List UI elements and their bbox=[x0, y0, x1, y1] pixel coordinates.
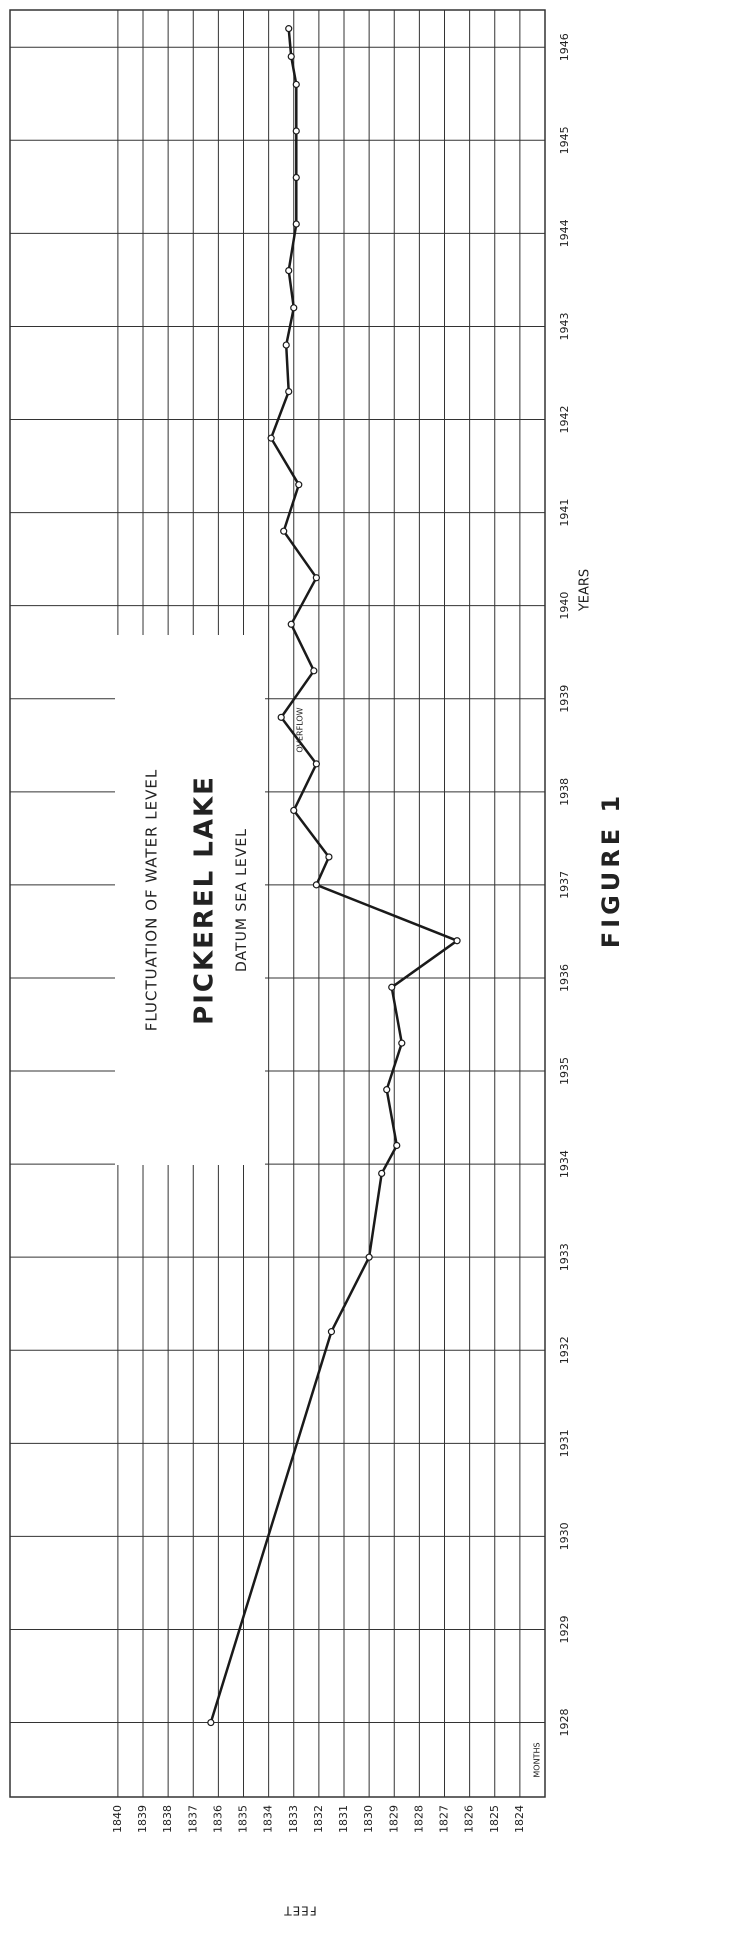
y-tick-label: 1832 bbox=[312, 1805, 325, 1833]
y-axis-label: FEET bbox=[283, 1904, 316, 1918]
data-point bbox=[312, 760, 320, 768]
data-point bbox=[327, 1328, 336, 1336]
data-point bbox=[383, 1086, 391, 1094]
data-point bbox=[325, 853, 333, 861]
data-point bbox=[290, 304, 298, 312]
data-point bbox=[312, 574, 320, 582]
x-tick-label: 1936 bbox=[558, 964, 571, 992]
data-point bbox=[277, 713, 285, 721]
data-point bbox=[282, 341, 290, 349]
data-point bbox=[292, 127, 300, 135]
x-tick-label: 1946 bbox=[558, 33, 571, 61]
caption: FIGURE 1 bbox=[597, 792, 625, 948]
data-point bbox=[290, 806, 298, 815]
x-tick-label: 1930 bbox=[558, 1522, 571, 1550]
y-tick-label: 1833 bbox=[287, 1805, 300, 1833]
x-tick-label: 1938 bbox=[558, 778, 571, 806]
x-tick-label: 1944 bbox=[558, 219, 571, 247]
x-tick-label: 1941 bbox=[558, 499, 571, 527]
y-tick-label: 1825 bbox=[488, 1805, 501, 1833]
y-tick-label: 1830 bbox=[362, 1805, 375, 1833]
y-tick-label: 1831 bbox=[337, 1805, 350, 1833]
x-tick-label: 1931 bbox=[558, 1429, 571, 1457]
data-point bbox=[287, 52, 295, 61]
data-point bbox=[312, 881, 320, 889]
plot-frame bbox=[9, 9, 546, 1798]
data-point bbox=[388, 983, 396, 991]
x-tick-label: 1932 bbox=[558, 1336, 571, 1364]
data-point bbox=[292, 173, 300, 182]
data-point bbox=[285, 25, 293, 33]
y-tick-label: 1827 bbox=[438, 1805, 451, 1833]
y-tick-label: 1826 bbox=[463, 1805, 476, 1833]
y-tick-label: 1838 bbox=[161, 1805, 174, 1833]
y-tick-label: 1837 bbox=[186, 1805, 199, 1833]
y-tick-label: 1828 bbox=[412, 1805, 425, 1833]
rotated-chart: 1824 1825 1826 1827 1828 1829 1830 1831 1832 1833… bbox=[9, 9, 625, 1918]
data-point bbox=[365, 1253, 373, 1261]
data-point bbox=[267, 434, 275, 442]
y-tick-label: 1840 bbox=[111, 1805, 124, 1833]
data-point bbox=[280, 527, 288, 535]
data-point bbox=[453, 937, 461, 945]
x-tick-label: 1934 bbox=[558, 1150, 571, 1178]
annotation: OVERFLOW bbox=[296, 707, 305, 752]
data-point bbox=[207, 1718, 215, 1727]
data-point bbox=[292, 220, 300, 228]
y-tick-label: 1824 bbox=[513, 1805, 526, 1833]
y-tick-label: 1834 bbox=[262, 1805, 275, 1833]
series-line bbox=[209, 28, 459, 1723]
y-tick-label: 1835 bbox=[237, 1805, 250, 1833]
x-tick-label: 1939 bbox=[558, 685, 571, 713]
note: DATUM SEA LEVEL bbox=[234, 828, 250, 972]
data-point bbox=[295, 481, 303, 489]
x-tick-label: 1945 bbox=[558, 126, 571, 154]
data-point bbox=[393, 1141, 401, 1150]
x-tick-label: 1943 bbox=[558, 312, 571, 340]
x-axis-label: YEARS bbox=[578, 569, 593, 612]
month-label: MONTHS bbox=[533, 1742, 542, 1777]
x-tick-label: 1937 bbox=[558, 871, 571, 899]
data-point bbox=[285, 387, 293, 396]
x-tick-label: 1935 bbox=[558, 1057, 571, 1085]
x-tick-label: 1933 bbox=[558, 1243, 571, 1271]
x-tick-label: 1929 bbox=[558, 1615, 571, 1643]
title-box bbox=[115, 635, 265, 1165]
y-tick-label: 1836 bbox=[211, 1805, 224, 1833]
data-point bbox=[310, 667, 318, 675]
data-point bbox=[398, 1039, 406, 1047]
chart-title: PICKEREL LAKE bbox=[190, 775, 220, 1025]
x-tick-label: 1940 bbox=[558, 592, 571, 620]
subtitle: FLUCTUATION OF WATER LEVEL bbox=[143, 769, 161, 1031]
data-point bbox=[285, 267, 293, 275]
x-tick-label: 1928 bbox=[558, 1709, 571, 1737]
data-point bbox=[378, 1169, 386, 1178]
y-tick-label: 1829 bbox=[387, 1805, 400, 1833]
data-point bbox=[287, 620, 295, 628]
data-point bbox=[292, 80, 300, 89]
x-tick-label: 1942 bbox=[558, 406, 571, 434]
y-tick-label: 1839 bbox=[136, 1805, 149, 1833]
